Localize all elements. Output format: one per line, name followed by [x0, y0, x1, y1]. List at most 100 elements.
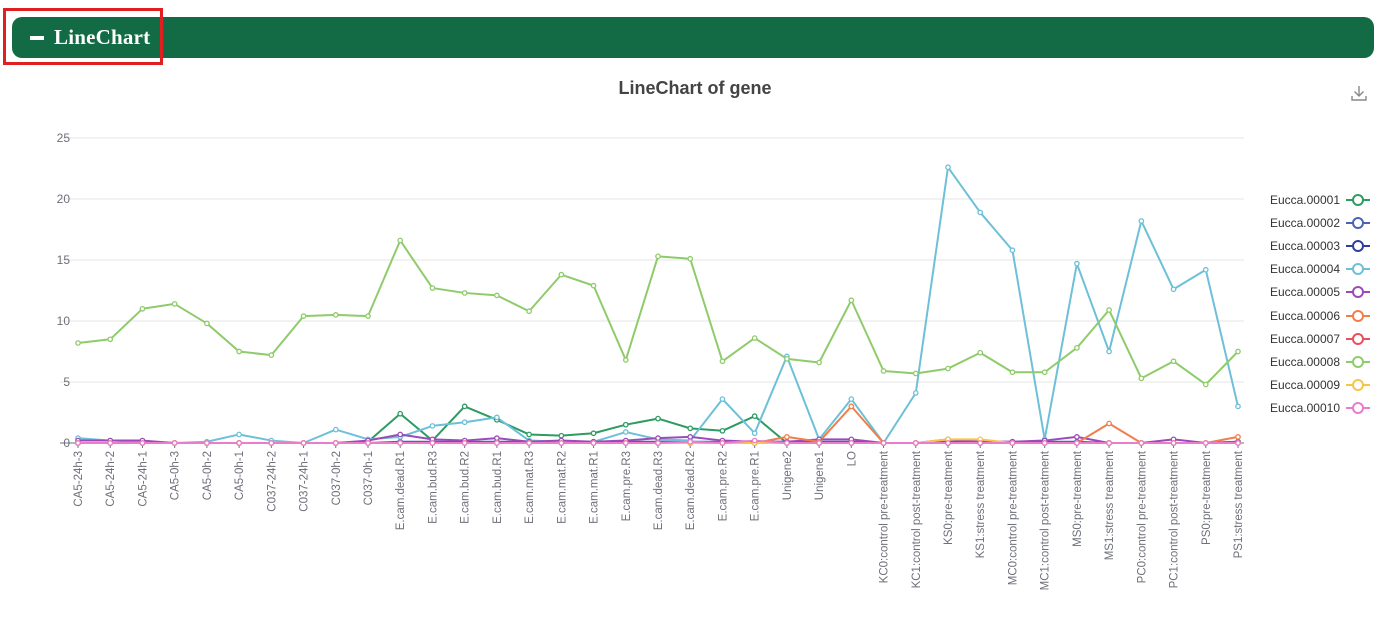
data-point	[1009, 369, 1016, 376]
data-point	[784, 434, 790, 440]
data-point	[332, 440, 339, 446]
data-point	[655, 440, 661, 446]
data-point	[397, 237, 404, 244]
x-tick-label: CA5-24h-2	[105, 451, 117, 507]
x-tick-label: CA5-0h-2	[202, 451, 214, 500]
data-point	[429, 285, 436, 291]
x-tick-label: PC1:control post-treatment	[1169, 450, 1181, 588]
data-point	[300, 313, 307, 319]
x-tick-label: KC1:control post-treatment	[911, 450, 923, 588]
data-point	[365, 313, 371, 319]
data-point	[687, 434, 694, 440]
data-point	[719, 440, 726, 446]
legend-item[interactable]: Eucca.00001	[1230, 188, 1370, 211]
data-point	[912, 440, 919, 446]
legend-label: Eucca.00001	[1269, 192, 1340, 207]
data-point	[622, 429, 629, 435]
download-icon[interactable]	[1350, 84, 1368, 102]
data-point	[977, 440, 984, 446]
legend-swatch-icon	[1346, 263, 1370, 276]
x-tick-label: E.cam.dead.R3	[653, 451, 665, 530]
legend-label: Eucca.00002	[1269, 215, 1340, 230]
data-point	[751, 437, 758, 444]
data-point	[268, 440, 275, 446]
data-point	[204, 320, 210, 327]
data-point	[526, 308, 532, 315]
data-point	[332, 426, 339, 433]
legend-swatch-icon	[1346, 216, 1370, 229]
legend-item[interactable]: Eucca.00003	[1230, 234, 1370, 257]
data-point	[751, 430, 758, 437]
data-point	[784, 355, 790, 362]
data-point	[171, 440, 178, 446]
data-point	[1170, 358, 1177, 365]
y-tick-label: 20	[57, 192, 71, 206]
data-point	[75, 340, 81, 346]
data-point	[107, 440, 114, 446]
x-tick-label: E.cam.bud.R1	[492, 451, 504, 524]
legend-item[interactable]: Eucca.00005	[1230, 281, 1370, 304]
y-tick-label: 0	[63, 436, 70, 450]
x-tick-label: CA5-24h-3	[73, 451, 85, 507]
x-tick-label: C037-24h-1	[299, 451, 311, 512]
legend-item[interactable]: Eucca.00010	[1230, 397, 1370, 420]
x-tick-label: E.cam.mat.R2	[556, 451, 568, 524]
collapse-toggle[interactable]: LineChart	[16, 17, 150, 58]
data-point	[1235, 403, 1241, 410]
series-line-Eucca.00004	[77, 166, 1239, 444]
legend-item[interactable]: Eucca.00004	[1230, 258, 1370, 281]
data-point	[977, 209, 984, 216]
data-point	[236, 431, 242, 438]
legend-label: Eucca.00004	[1269, 262, 1340, 277]
section-header-bar: LineChart	[12, 17, 1374, 58]
x-tick-label: MC1:control post-treatment	[1040, 450, 1052, 590]
data-point	[655, 253, 661, 260]
x-tick-label: PS1:stress treatment	[1233, 450, 1245, 558]
data-point	[397, 431, 404, 438]
data-point	[1202, 266, 1209, 273]
data-point	[558, 440, 565, 446]
data-point	[236, 440, 242, 446]
legend-item[interactable]: Eucca.00002	[1230, 211, 1370, 234]
data-point	[494, 435, 500, 441]
data-point	[880, 440, 887, 446]
x-tick-label: KC0:control pre-treatment	[879, 450, 891, 583]
data-point	[751, 413, 758, 420]
data-point	[494, 440, 500, 446]
legend-item[interactable]: Eucca.00009	[1230, 374, 1370, 397]
chart-title: LineChart of gene	[618, 78, 772, 98]
data-point	[365, 440, 371, 446]
section-title: LineChart	[54, 25, 151, 49]
data-point	[848, 403, 855, 410]
data-point	[848, 440, 855, 446]
x-tick-label: E.cam.mat.R1	[589, 451, 601, 524]
data-point	[848, 396, 855, 402]
legend-swatch-icon	[1346, 309, 1370, 322]
minus-icon	[30, 35, 44, 40]
legend-swatch-icon	[1346, 286, 1370, 299]
data-point	[75, 440, 81, 446]
data-point	[429, 423, 436, 429]
x-tick-label: E.cam.pre.R2	[717, 451, 729, 521]
data-point	[1235, 440, 1241, 446]
data-point	[397, 440, 404, 446]
x-tick-label: E.cam.dead.R1	[395, 451, 407, 530]
data-point	[912, 370, 919, 377]
legend-item[interactable]: Eucca.00008	[1230, 350, 1370, 373]
data-point	[1202, 381, 1209, 388]
legend-item[interactable]: Eucca.00007	[1230, 327, 1370, 350]
series-line-Eucca.00008	[77, 239, 1239, 386]
data-point	[1009, 440, 1016, 446]
data-point	[719, 427, 726, 434]
data-point	[461, 419, 468, 426]
legend-swatch-icon	[1346, 402, 1370, 415]
legend-item[interactable]: Eucca.00006	[1230, 304, 1370, 327]
data-point	[687, 438, 694, 445]
data-point	[526, 440, 532, 446]
data-point	[461, 440, 468, 446]
y-tick-label: 15	[57, 253, 71, 267]
data-point	[1106, 440, 1112, 446]
data-point	[236, 348, 242, 355]
data-point	[1074, 440, 1080, 446]
data-point	[494, 414, 500, 421]
